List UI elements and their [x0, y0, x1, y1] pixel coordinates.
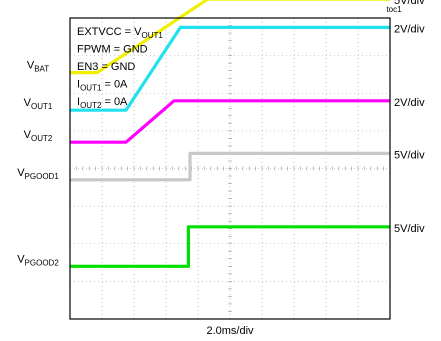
- channel-scale: 5V/div: [394, 0, 425, 7]
- trace-vbat: [70, 0, 390, 75]
- channel-scale: 2V/div: [394, 97, 425, 109]
- figure-id: toc1: [386, 5, 402, 14]
- condition-line: EN3 = GND: [77, 61, 135, 73]
- channel-scale: 5V/div: [394, 223, 425, 235]
- condition-line: FPWM = GND: [77, 44, 148, 56]
- condition-line: EXTVCC = VOUT1: [77, 26, 163, 40]
- channel-scale: 5V/div: [394, 149, 425, 161]
- grid: [70, 18, 390, 319]
- trace-vout1: [70, 25, 390, 112]
- channel-label: VBAT: [27, 60, 49, 74]
- condition-line: IOUT1 = 0A: [77, 79, 128, 93]
- trace-vpgood1: [70, 151, 390, 182]
- channel-label: VOUT1: [24, 97, 53, 111]
- channel-label: VPGOOD1: [17, 167, 59, 181]
- traces: [70, 0, 390, 268]
- x-axis-scale-label: 2.0ms/div: [206, 325, 254, 337]
- trace-vpgood2: [70, 225, 390, 268]
- channel-label: VPGOOD2: [17, 253, 59, 267]
- condition-line: IOUT2 = 0A: [77, 96, 128, 110]
- trace-vout2: [70, 99, 390, 144]
- conditions-block: EXTVCC = VOUT1 FPWM = GND EN3 = GND IOUT1 =…: [77, 26, 163, 110]
- channel-scale: 2V/div: [394, 23, 425, 35]
- channel-label: VOUT2: [24, 129, 53, 143]
- plot-frame: [69, 17, 391, 320]
- channel-scales: 5V/div 2V/div 2V/div 5V/div 5V/div: [394, 0, 425, 235]
- channel-labels: VBAT VOUT1 VOUT2 VPGOOD1 VPGOOD2: [17, 60, 59, 268]
